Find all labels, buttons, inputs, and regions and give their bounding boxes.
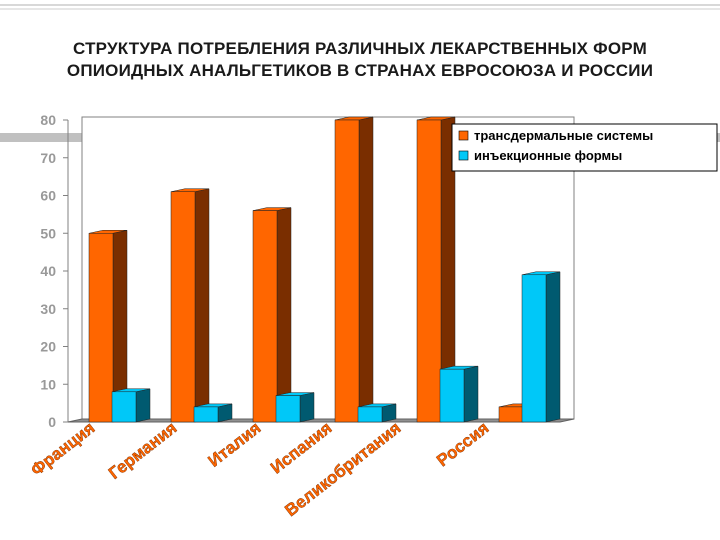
top-decor-band-2 <box>0 8 720 10</box>
bar-injection <box>521 271 561 423</box>
legend-swatch-injection <box>458 150 469 161</box>
chart-title-line-2: ОПИОИДНЫХ АНАЛЬГЕТИКОВ В СТРАНАХ ЕВРОСОЮ… <box>66 61 654 80</box>
bar-side-face <box>545 271 561 423</box>
bar-front-face <box>193 406 219 423</box>
bar-side-face <box>463 365 479 423</box>
bar-front-face <box>439 368 465 423</box>
bar-injection <box>357 403 397 423</box>
y-tick-label: 20 <box>40 339 56 355</box>
y-tick-label: 30 <box>40 301 56 317</box>
bar-front-face <box>275 395 301 423</box>
y-tick-label: 50 <box>40 225 56 241</box>
legend-swatch-transdermal <box>458 130 469 141</box>
chart-title-line-1: СТРУКТУРА ПОТРЕБЛЕНИЯ РАЗЛИЧНЫХ ЛЕКАРСТВ… <box>73 39 647 58</box>
bar-front-face <box>416 119 442 423</box>
y-tick-label: 60 <box>40 188 56 204</box>
chart-title: СТРУКТУРА ПОТРЕБЛЕНИЯ РАЗЛИЧНЫХ ЛЕКАРСТВ… <box>0 38 720 82</box>
bar-injection <box>275 392 315 423</box>
bar-front-face <box>252 210 278 423</box>
bar-transdermal <box>252 207 292 423</box>
bar-side-face <box>358 116 374 423</box>
top-decor-band <box>0 4 720 6</box>
y-tick-label: 10 <box>40 376 56 392</box>
legend-label: инъекционные формы <box>474 148 622 163</box>
y-tick-label: 40 <box>40 263 56 279</box>
bar-front-face <box>334 119 360 423</box>
bar-side-face <box>194 188 210 423</box>
bar-injection <box>193 403 233 423</box>
category-label: Россия <box>433 418 492 470</box>
legend-label: трансдермальные системы <box>474 128 653 143</box>
category-label: Германия <box>105 418 180 483</box>
legend-box <box>451 123 718 172</box>
bar-side-face <box>135 388 151 423</box>
category-label: Италия <box>205 418 265 471</box>
bar-front-face <box>88 233 114 423</box>
bar-injection <box>439 365 479 423</box>
bar-transdermal <box>416 116 456 423</box>
category-label: Франция <box>27 418 98 479</box>
y-tick-label: 80 <box>40 112 56 128</box>
bar-front-face <box>357 406 383 423</box>
bar-front-face <box>111 391 137 423</box>
bar-side-face <box>299 392 315 423</box>
category-label: Испания <box>267 418 335 477</box>
bar-front-face <box>170 191 196 423</box>
bar-transdermal <box>334 116 374 423</box>
y-tick-label: 0 <box>48 414 56 430</box>
y-tick-label: 70 <box>40 150 56 166</box>
bar-front-face <box>498 406 524 423</box>
category-label: Великобритания <box>281 418 404 520</box>
bar-injection <box>111 388 151 423</box>
bar-transdermal <box>170 188 210 423</box>
bar-side-face <box>276 207 292 423</box>
bar-front-face <box>521 274 547 423</box>
